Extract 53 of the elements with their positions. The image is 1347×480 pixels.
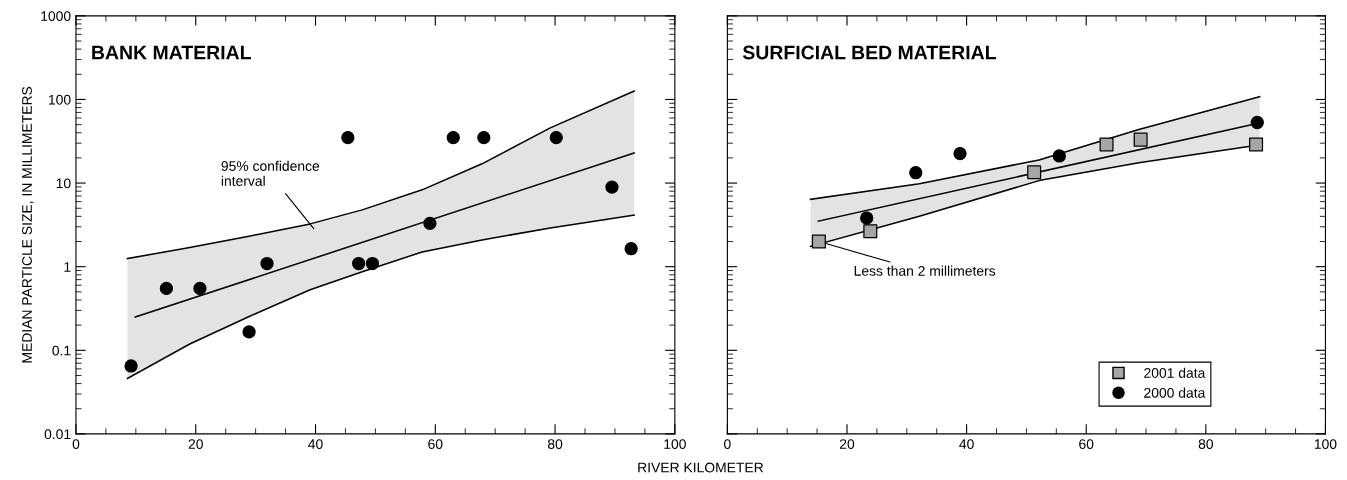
point [477,130,491,145]
point [260,256,274,271]
legend-label: 2001 data [1144,367,1206,378]
point [193,281,207,296]
point [1249,137,1264,152]
x-tick-label: 80 [547,439,563,449]
y-tick-label: 1 [64,262,71,272]
text: SURFICIAL BED MATERIAL [742,45,996,60]
point [909,166,923,180]
x-tick-label: 60 [1079,439,1094,449]
point [549,130,563,145]
point [446,130,460,145]
y-tick-label: 0.1 [52,345,71,356]
y-tick-label: 1000 [41,11,71,22]
text: BANK MATERIAL [92,45,251,60]
point [242,325,256,339]
y-tick-label: 100 [49,94,71,105]
legend-label: 2000 data [1144,387,1206,398]
point [811,234,826,249]
line-series [126,214,635,380]
point [423,216,437,230]
x-tick-label: 60 [428,439,443,449]
x-tick-label: 40 [308,439,323,449]
point [863,224,878,239]
annotation: 95% confidence interval [221,160,320,186]
line-series [126,90,635,260]
point [1027,165,1042,180]
point [1133,132,1148,147]
y-tick-label: 10 [56,178,71,189]
point [1250,115,1264,130]
x-tick-label: 20 [839,439,855,449]
point [352,256,366,271]
y-tick-label: 0.01 [44,429,71,440]
point [953,146,967,161]
x-tick-label: 100 [664,439,686,449]
point [124,359,138,373]
x-tick-label: 80 [1198,439,1214,449]
point [159,281,174,296]
x-tick-label: 20 [188,439,203,449]
x-tick-label: 100 [1314,439,1337,449]
x-tick-label: 0 [724,439,731,449]
y-axis-title: MEDIAN PARTICLE SIZE, IN MILLIMETERS [22,86,34,363]
point [860,211,874,225]
x-tick-label: 40 [959,439,974,449]
point [624,242,638,256]
x-tick-label: 0 [72,439,80,449]
point [341,130,355,145]
point [1052,149,1066,163]
annotation: Less than 2 millimeters [854,265,996,276]
point [365,256,380,271]
point [605,180,619,194]
x-axis-title: RIVER KILOMETER [638,462,764,473]
point [1099,137,1114,152]
